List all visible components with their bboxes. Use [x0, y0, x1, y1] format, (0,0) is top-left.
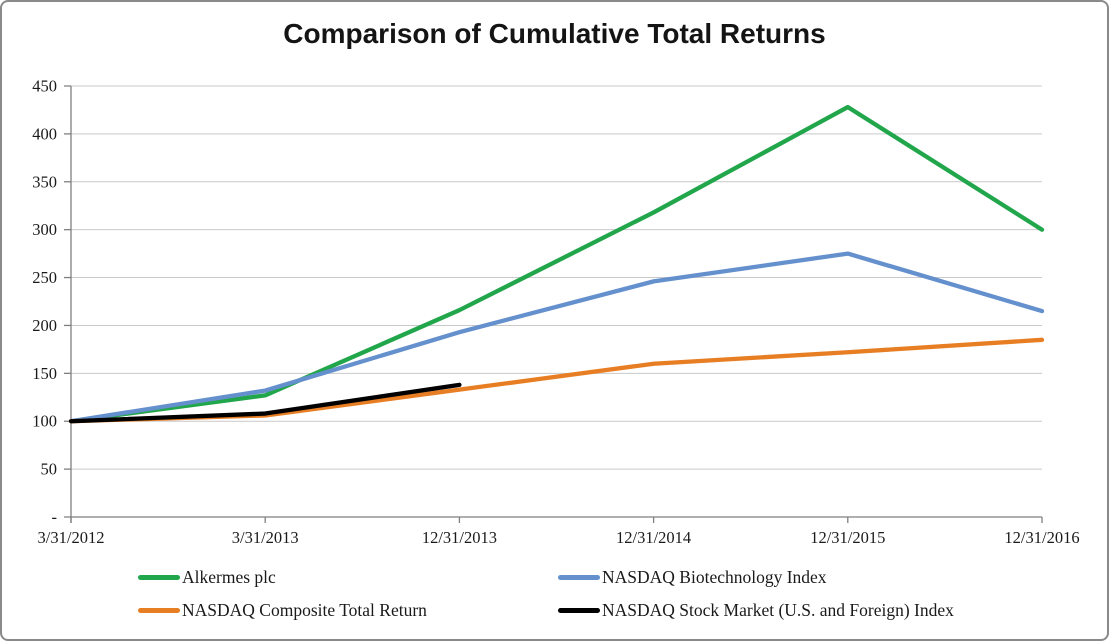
y-tick-label: -	[52, 508, 58, 527]
x-tick-label: 12/31/2016	[1004, 528, 1079, 547]
y-tick-label: 100	[32, 412, 57, 431]
x-tick-label: 12/31/2015	[810, 528, 885, 547]
legend-label: NASDAQ Biotechnology Index	[602, 566, 827, 587]
series-line-nasdaq-composite-total-return	[68, 337, 1045, 424]
legend-swatch	[558, 574, 600, 580]
x-tick-label: 3/31/2013	[232, 528, 299, 547]
chart-title: Comparison of Cumulative Total Returns	[283, 18, 826, 49]
y-tick-label: 450	[32, 77, 57, 96]
y-tick-label: 200	[32, 316, 57, 335]
legend-item: Alkermes plc	[138, 564, 558, 590]
chart-legend: Alkermes plc NASDAQ Biotechnology Index NA…	[138, 564, 954, 623]
legend-label: NASDAQ Composite Total Return	[182, 599, 427, 620]
legend-item: NASDAQ Composite Total Return	[138, 597, 558, 623]
y-tick-label: 300	[32, 220, 57, 239]
legend-swatch	[138, 607, 180, 613]
x-tick-label: 3/31/2012	[38, 528, 105, 547]
y-tick-label: 350	[32, 172, 57, 191]
series-line-nasdaq-stock-market-u-s-and-foreign-index	[68, 382, 462, 424]
legend-label: Alkermes plc	[182, 566, 276, 587]
y-tick-label: 400	[32, 124, 57, 143]
legend-item: NASDAQ Biotechnology Index	[558, 564, 954, 590]
y-tick-label: 50	[41, 460, 58, 479]
legend-swatch	[558, 607, 600, 613]
series-line-nasdaq-biotechnology-index	[68, 251, 1045, 424]
y-tick-label: 150	[32, 364, 57, 383]
series-line-alkermes-plc	[68, 104, 1045, 424]
legend-label: NASDAQ Stock Market (U.S. and Foreign) I…	[602, 599, 954, 620]
legend-swatch	[138, 574, 180, 580]
y-tick-label: 250	[32, 268, 57, 287]
legend-item: NASDAQ Stock Market (U.S. and Foreign) I…	[558, 597, 954, 623]
x-tick-label: 12/31/2014	[616, 528, 691, 547]
x-tick-label: 12/31/2013	[422, 528, 497, 547]
